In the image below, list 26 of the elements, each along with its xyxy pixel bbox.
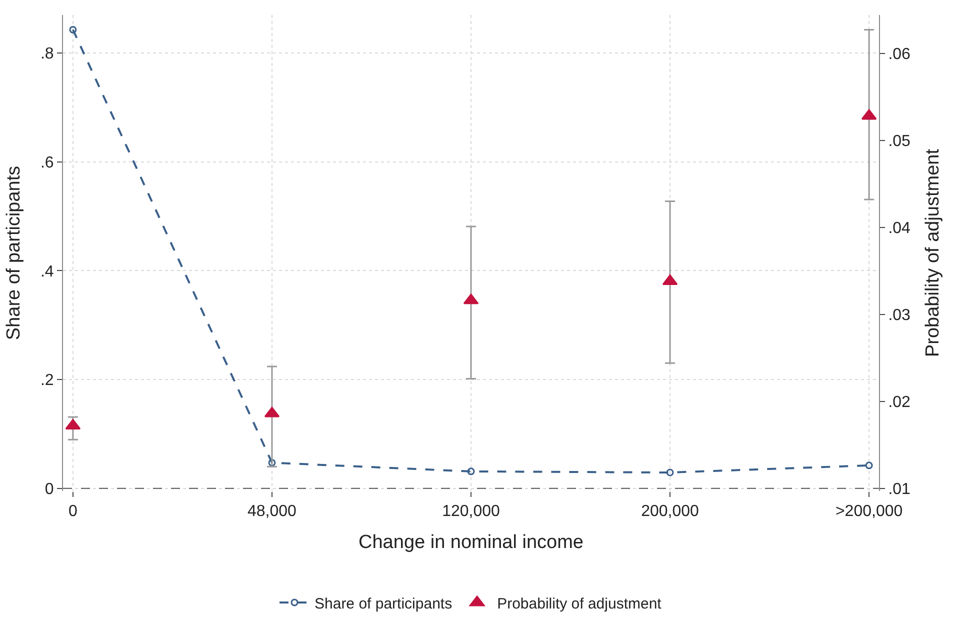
- y2-tick-label: .01: [888, 480, 911, 498]
- point: [268, 458, 276, 466]
- point: [467, 468, 475, 476]
- y-tick-label: .8: [40, 46, 54, 63]
- y2-tick-label: .03: [888, 306, 911, 324]
- y-tick-label: 0: [44, 480, 54, 498]
- point: [69, 26, 77, 34]
- point: [865, 462, 873, 470]
- x-tick-label: >200,000: [835, 503, 903, 520]
- x-axis-title: Change in nominal income: [358, 532, 584, 553]
- x-tick-label: 48,000: [248, 503, 297, 520]
- y-tick-label: .2: [40, 372, 54, 390]
- x-tick-label: 120,000: [442, 503, 500, 520]
- x-tick-label: 0: [68, 503, 78, 520]
- legend-label: Probability of adjustment: [497, 595, 662, 612]
- y2-tick-label: .05: [888, 132, 911, 150]
- legend-label: Share of participants: [314, 595, 452, 612]
- x-tick-label: 200,000: [641, 503, 700, 520]
- y-axis-title: Share of participants: [3, 166, 24, 340]
- y2-axis-title: Probability of adjustment: [922, 148, 944, 358]
- point: [666, 468, 674, 476]
- y-tick-label: .4: [40, 263, 54, 280]
- y-tick-label: .6: [40, 154, 54, 172]
- y2-tick-label: .02: [888, 394, 911, 411]
- y2-tick-label: .04: [888, 220, 911, 237]
- y2-tick-label: .06: [888, 46, 911, 63]
